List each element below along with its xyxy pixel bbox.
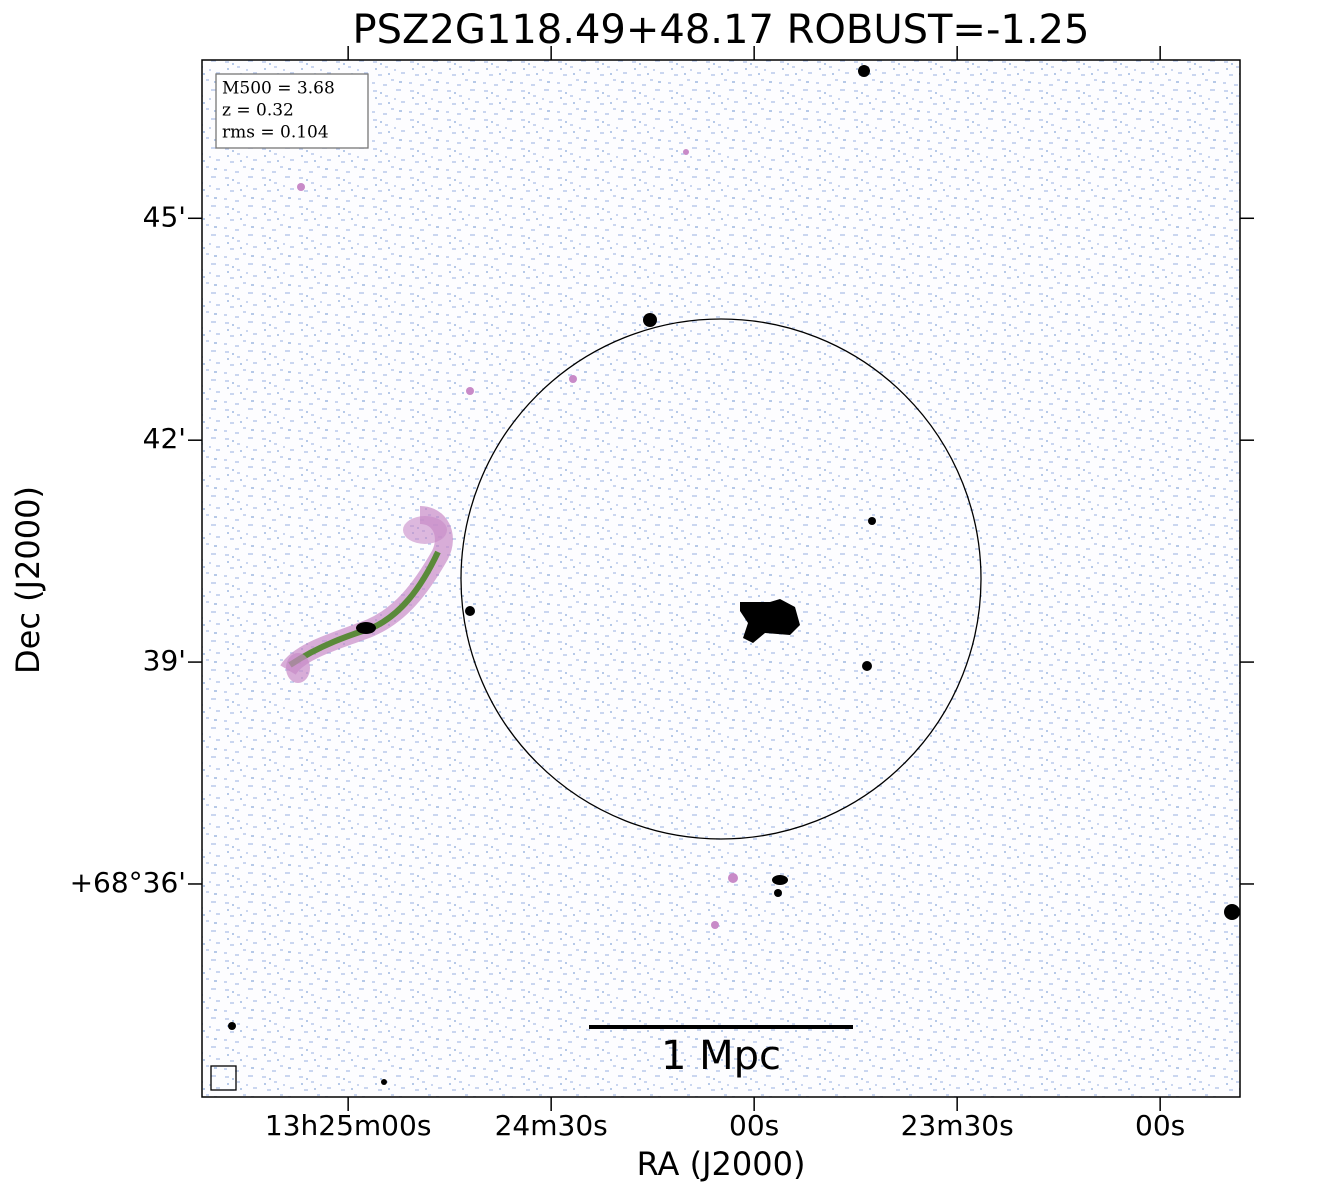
y-tick-label: 39' [143, 644, 186, 677]
beam-box [210, 1065, 237, 1091]
r500-circle [460, 318, 982, 840]
x-tick-label: 23m30s [901, 1109, 1014, 1142]
x-tick-label: 13h25m00s [265, 1109, 432, 1142]
y-tick-label: +68°36' [70, 866, 186, 899]
y-tick-label: 42' [143, 422, 186, 455]
y-tick-label: 45' [143, 200, 186, 233]
scale-bar-label: 1 Mpc [661, 1033, 781, 1079]
annotation: z = 0.32 [222, 101, 294, 121]
x-axis-label: RA (J2000) [637, 1145, 806, 1183]
plot-frame [201, 59, 1241, 1098]
info-box [215, 73, 369, 149]
radio-image [202, 60, 1240, 1097]
x-tick-label: 00s [729, 1109, 779, 1142]
annotation: rms = 0.104 [222, 123, 329, 143]
chart-title: PSZ2G118.49+48.17 ROBUST=-1.25 [353, 7, 1090, 53]
annotation: M500 = 3.68 [222, 79, 335, 99]
x-tick-label: 24m30s [495, 1109, 608, 1142]
sources [228, 65, 1240, 1085]
x-tick-label: 00s [1135, 1109, 1185, 1142]
y-axis-label: Dec (J2000) [9, 486, 47, 674]
